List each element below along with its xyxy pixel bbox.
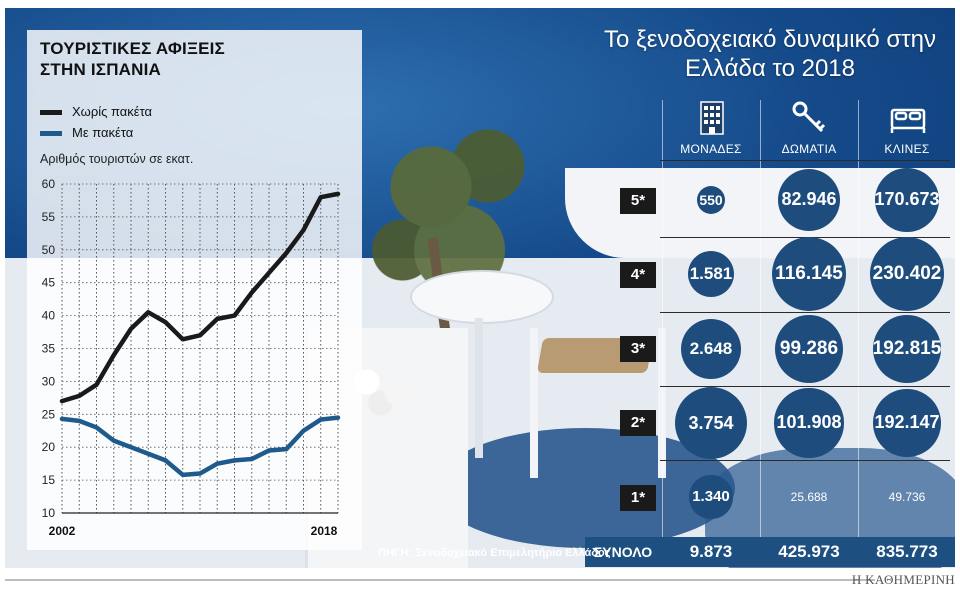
bubble-value: 1.581: [687, 250, 735, 298]
total-label: ΣΥΝΟΛΟ: [593, 544, 653, 560]
y-tick-label: 25: [42, 407, 56, 421]
y-tick-label: 10: [42, 506, 56, 520]
bubble-value: 2.648: [680, 318, 742, 380]
star-label: 4*: [620, 262, 656, 288]
y-tick-label: 20: [42, 440, 56, 454]
y-tick-label: 35: [42, 342, 56, 356]
column-divider: [662, 100, 663, 538]
star-label: 2*: [620, 410, 656, 436]
star-label: 1*: [620, 485, 656, 511]
legend-swatch: [40, 110, 62, 116]
column-header-beds: ΚΛΙΝΕΣ: [884, 142, 930, 156]
star-label: 5*: [620, 188, 656, 214]
publisher-brand: Η ΚΑΘΗΜΕΡΙΝΗ: [851, 572, 955, 587]
series-line-no-package: [59, 191, 341, 404]
bubble-value: 49.736: [888, 490, 926, 504]
y-tick-label: 55: [42, 210, 56, 224]
bed-icon: [890, 108, 926, 133]
total-bar: [585, 537, 955, 567]
row-divider: [660, 312, 950, 313]
key-icon: [792, 101, 826, 133]
bubble-value: 116.145: [772, 237, 846, 311]
y-tick-label: 60: [42, 177, 56, 191]
bubble-value: 82.946: [777, 168, 841, 232]
table-leg: [475, 318, 483, 458]
y-tick-label: 45: [42, 276, 56, 290]
hotel-title: Το ξενοδοχειακό δυναμικό στην Ελλάδα το …: [603, 26, 936, 82]
y-axis-label: Αριθμός τουριστών σε εκατ.: [40, 152, 194, 166]
building-icon: [700, 101, 724, 135]
column-divider: [858, 100, 859, 538]
legend-swatch: [40, 131, 62, 137]
total-beds: 835.773: [876, 542, 938, 561]
y-tick-label: 40: [42, 309, 56, 323]
bubble-value: 192.147: [873, 389, 941, 457]
y-tick-label: 50: [42, 243, 56, 257]
bubble-value: 99.286: [774, 314, 844, 384]
source-note: ΠΗΓΗ: Ξενοδοχειακό Επιμελητήριο Ελλάδος: [378, 547, 611, 559]
legend-item-no-package: Χωρίς πακέτα: [40, 104, 152, 120]
bubble-value: 550: [697, 186, 725, 214]
legend-item-package: Με πακέτα: [40, 125, 133, 141]
column-divider: [760, 100, 761, 538]
row-divider: [660, 460, 950, 461]
legend-label: Χωρίς πακέτα: [72, 104, 153, 119]
footer-rule: [5, 579, 875, 581]
legend-label: Με πακέτα: [72, 125, 134, 140]
row-divider: [660, 160, 950, 161]
y-tick-label: 30: [42, 374, 56, 388]
x-tick-label: 2002: [49, 524, 76, 538]
chart-panel: [27, 30, 362, 550]
bubble-value: 101.908: [774, 388, 844, 458]
bubble-value: 25.688: [790, 490, 828, 504]
bubble-value: 192.815: [873, 315, 941, 383]
total-units: 9.873: [689, 542, 733, 561]
series-line-package: [59, 415, 341, 478]
column-header-rooms: ΔΩΜΑΤΙΑ: [781, 142, 837, 156]
chart-title: ΤΟΥΡΙΣΤΙΚΕΣ ΑΦΙΞΕΙΣ ΣΤΗΝ ΙΣΠΑΝΙΑ: [40, 39, 225, 79]
y-tick-label: 15: [42, 473, 56, 487]
bubble-value: 230.402: [870, 237, 944, 311]
x-tick-label: 2018: [311, 524, 338, 538]
bubble-value: 170.673: [874, 168, 940, 232]
row-divider: [660, 386, 950, 387]
bubble-value: 1.340: [689, 475, 733, 519]
column-header-units: ΜΟΝΑΔΕΣ: [680, 142, 742, 156]
total-rooms: 425.973: [778, 542, 840, 561]
bubble-value: 3.754: [675, 387, 747, 459]
star-label: 3*: [620, 336, 656, 362]
